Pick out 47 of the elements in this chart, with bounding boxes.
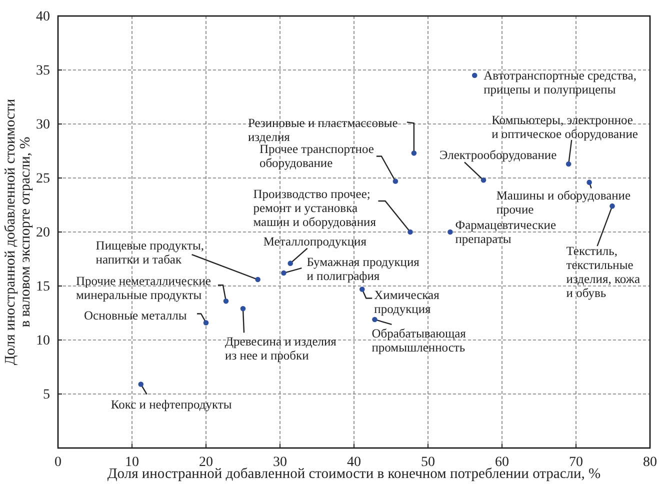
point — [359, 286, 365, 292]
y-tick-label: 5 — [43, 387, 50, 402]
annotation: Фармацевтические препараты — [455, 218, 556, 246]
annotation: Производство прочее; ремонт и установка машин и оборудования — [253, 187, 376, 229]
point — [566, 161, 572, 167]
point — [281, 270, 286, 276]
point — [610, 203, 615, 209]
point — [448, 229, 453, 235]
point — [240, 306, 246, 312]
annotation: Электрооборудование — [440, 148, 558, 162]
point — [138, 382, 144, 387]
x-tick-label: 0 — [54, 454, 62, 470]
annotation: Текстиль, текстильные изделия, кожа и обувь — [566, 244, 641, 300]
point — [255, 276, 260, 282]
point — [372, 316, 378, 322]
annotation: Кокс и нефтепродукты — [110, 397, 232, 412]
annotation: Пищевые продукты, напитки и табак — [96, 238, 204, 267]
y-tick-label: 20 — [36, 225, 50, 240]
annotation: Обрабатывающая промышленность — [372, 326, 466, 354]
point — [480, 178, 486, 183]
annotation: Бумажная продукция и полиграфия — [306, 255, 420, 284]
y-tick-label: 35 — [36, 63, 50, 78]
point — [223, 298, 229, 304]
point — [586, 180, 592, 185]
annotation: Древесина и изделия из нее и пробки — [225, 334, 337, 363]
y-tick-label: 40 — [36, 9, 50, 24]
point — [392, 178, 398, 184]
point — [472, 72, 478, 78]
annotation: Химическая продукция — [374, 288, 440, 316]
y-tick-label: 30 — [36, 117, 50, 132]
point — [411, 150, 417, 156]
annotation: Автотранспортные средства, прицепы и полуприцепы — [484, 68, 636, 96]
annotation: Металлопродукция — [263, 234, 367, 248]
y-tick-label: 10 — [36, 333, 50, 348]
y-tick-label: 15 — [36, 279, 50, 294]
annotation: Компьютеры, электронное и оптическое оборудование — [492, 112, 638, 141]
x-tick-label: 80 — [643, 454, 657, 470]
annotation: Прочее транспортное оборудование — [259, 142, 374, 170]
point — [408, 229, 413, 235]
point — [203, 320, 209, 326]
annotation: Прочие неметаллические минеральные продукты — [76, 274, 212, 302]
y-axis-title: Доля иностранной добавленной стоимости в валовом экспорте отрасли, % — [2, 98, 34, 366]
annotation: Машины и оборудование прочие — [496, 188, 632, 216]
y-tick-label: 25 — [36, 171, 50, 186]
annotation: Основные металлы — [84, 308, 188, 323]
annotation: Резиновые и пластмассовые изделия — [248, 116, 398, 144]
point — [288, 260, 294, 266]
